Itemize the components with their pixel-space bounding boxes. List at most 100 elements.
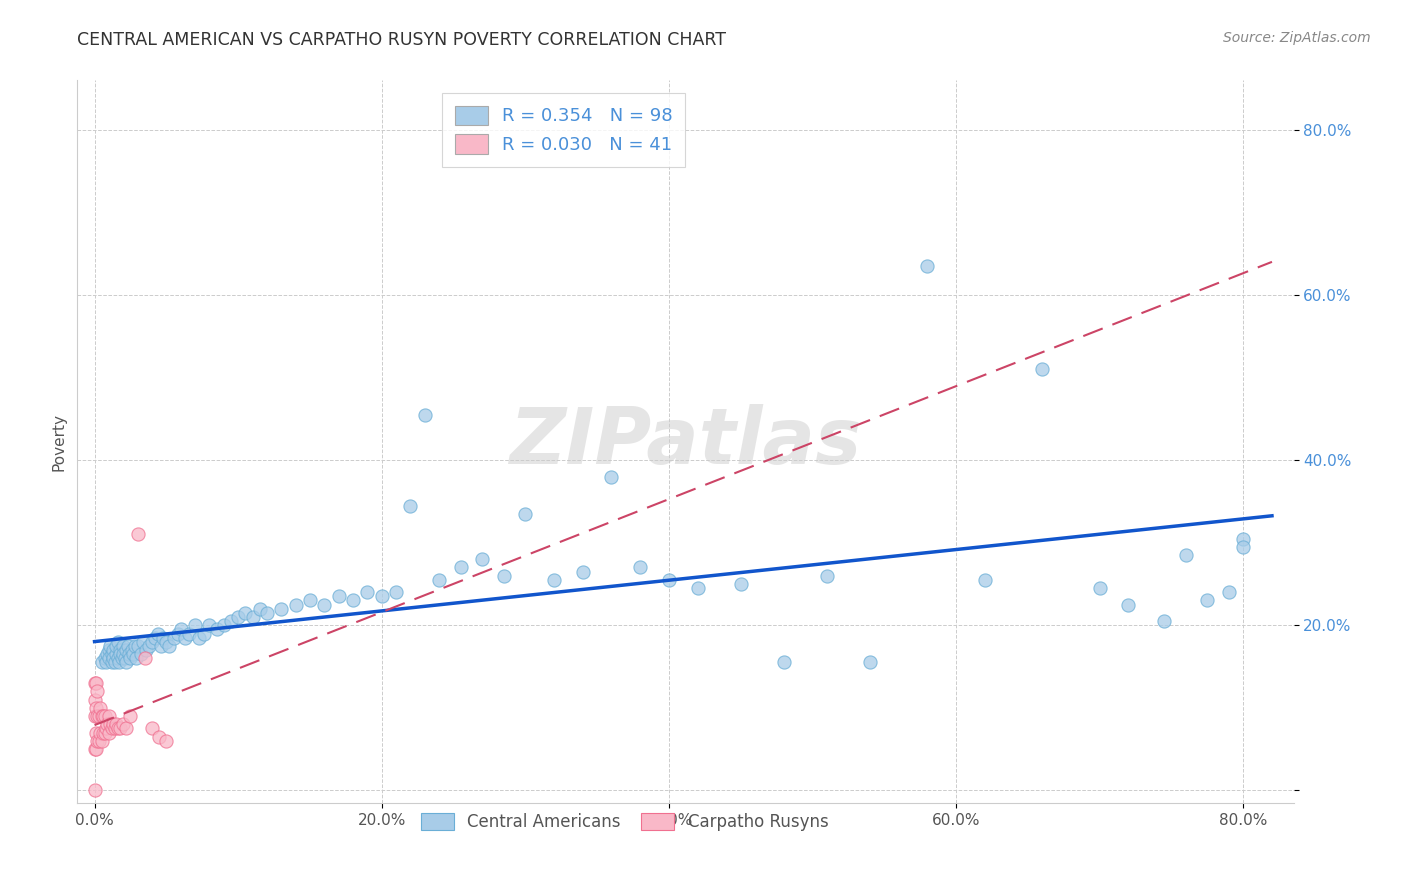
Point [543,573,565,587]
Point [104,656,127,670]
Text: Source: ZipAtlas.com: Source: ZipAtlas.com [1223,31,1371,45]
Point [166,626,188,640]
Point [184,618,207,632]
Point [120,709,142,723]
Point [314,598,336,612]
Point [141,634,163,648]
Point [1088,581,1111,595]
Point [94,722,117,736]
Point [115,643,138,657]
Point [859,656,882,670]
Point [105,639,128,653]
Point [108,656,131,670]
Point [149,639,172,653]
Point [84,701,107,715]
Point [115,722,138,736]
Point [127,527,149,541]
Point [115,656,138,670]
Point [179,626,201,640]
Point [242,610,264,624]
Point [86,734,108,748]
Point [129,647,152,661]
Point [270,601,292,615]
Point [1232,532,1254,546]
Point [815,568,838,582]
Point [1153,614,1175,628]
Point [110,722,132,736]
Point [127,639,149,653]
Point [86,684,108,698]
Point [91,709,114,723]
Point [356,585,378,599]
Point [157,639,180,653]
Point [90,656,112,670]
Point [973,573,995,587]
Point [107,634,129,648]
Point [83,692,105,706]
Point [155,634,177,648]
Point [103,643,125,657]
Legend: Central Americans, Carpatho Rusyns: Central Americans, Carpatho Rusyns [415,806,835,838]
Point [284,598,307,612]
Point [188,631,211,645]
Point [138,639,160,653]
Point [103,717,125,731]
Point [198,618,221,632]
Point [83,709,105,723]
Point [298,593,321,607]
Point [917,259,939,273]
Point [132,634,155,648]
Point [571,565,593,579]
Point [83,742,105,756]
Point [89,701,111,715]
Point [256,606,278,620]
Point [87,709,110,723]
Point [371,590,394,604]
Point [103,651,125,665]
Point [413,408,436,422]
Point [492,568,515,582]
Point [90,709,112,723]
Text: ZIPatlas: ZIPatlas [509,403,862,480]
Point [98,639,121,653]
Point [107,722,129,736]
Point [93,651,115,665]
Point [658,573,681,587]
Point [124,639,146,653]
Point [83,783,105,797]
Point [90,734,112,748]
Point [427,573,450,587]
Point [112,647,135,661]
Point [120,651,142,665]
Point [96,717,118,731]
Point [328,590,350,604]
Point [226,610,249,624]
Point [94,656,117,670]
Point [89,725,111,739]
Point [1118,598,1140,612]
Point [450,560,472,574]
Point [399,499,422,513]
Point [515,507,537,521]
Point [117,639,139,653]
Point [97,709,120,723]
Point [96,647,118,661]
Point [104,722,127,736]
Point [110,643,132,657]
Point [91,725,114,739]
Point [219,614,242,628]
Point [101,647,124,661]
Point [212,618,235,632]
Point [249,601,271,615]
Point [122,647,145,661]
Point [105,647,128,661]
Point [118,647,141,661]
Point [471,552,494,566]
Point [193,626,215,640]
Point [600,469,623,483]
Point [84,725,107,739]
Point [205,623,228,637]
Point [97,643,120,657]
Point [1232,540,1254,554]
Text: CENTRAL AMERICAN VS CARPATHO RUSYN POVERTY CORRELATION CHART: CENTRAL AMERICAN VS CARPATHO RUSYN POVER… [77,31,727,49]
